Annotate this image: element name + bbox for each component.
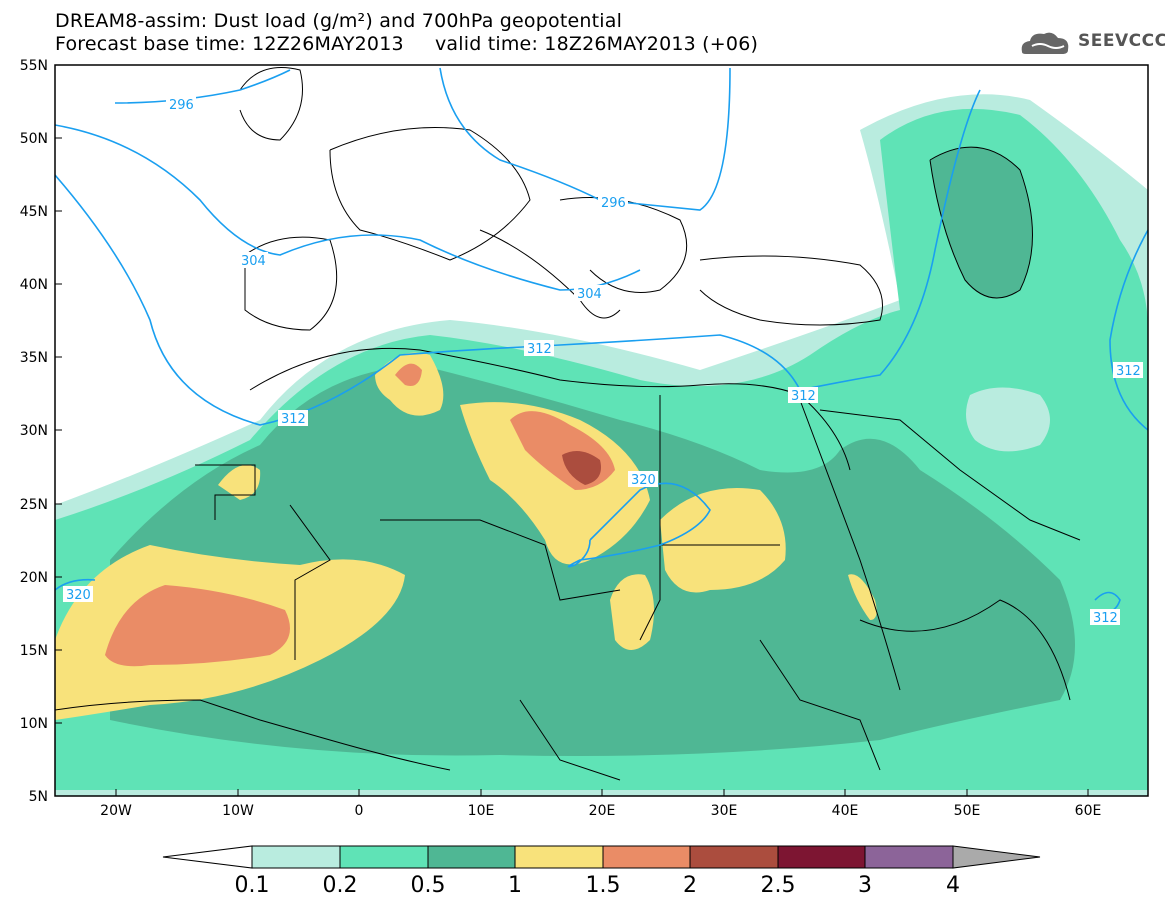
lon-axis: 20W 10W 0 10E 20E 30E 40E 50E 60E [100, 789, 1101, 819]
colorbar-segment [602, 845, 691, 869]
lon-tick-label: 40E [832, 803, 859, 819]
dust-band-1-libya [460, 402, 650, 565]
logo-text: SEEVCCC [1078, 31, 1165, 51]
dust-fields: 296 296 304 304 312 312 312 312 312 320 … [55, 65, 1148, 796]
colorbar-label: 2.5 [761, 873, 796, 898]
lat-tick-label: 15N [20, 643, 48, 659]
contour-label: 320 [66, 588, 91, 603]
lon-tick-label: 0 [355, 803, 364, 819]
lon-tick-label: 30E [711, 803, 738, 819]
cloud-icon [1021, 32, 1069, 54]
colorbar-label: 1.5 [586, 873, 621, 898]
contour-label: 312 [281, 412, 306, 427]
lat-tick-label: 45N [20, 204, 48, 220]
contour-label: 312 [1093, 611, 1118, 626]
colorbar-segment [864, 845, 954, 869]
colorbar-segment [514, 845, 604, 869]
colorbar-label: 2 [683, 873, 697, 898]
colorbar-segment [689, 845, 779, 869]
lon-tick-label: 20E [589, 803, 616, 819]
contour-label-group: 296 296 304 304 312 312 312 312 312 320 … [63, 96, 1143, 626]
colorbar-label: 0.2 [323, 873, 358, 898]
dust-band-1-canary [218, 465, 261, 500]
dust-band-0.5 [110, 365, 1075, 756]
lat-tick-label: 30N [20, 423, 48, 439]
colorbar-arrow-left [162, 845, 253, 869]
colorbar-arrow-right [952, 845, 1041, 869]
lat-axis: 55N 50N 45N 40N 35N 30N 25N 20N 15N 10N … [20, 58, 62, 805]
contour-label: 312 [527, 342, 552, 357]
contour-label: 320 [631, 473, 656, 488]
colorbar-segment [339, 845, 429, 869]
dust-band-1.5-west [105, 585, 290, 667]
colorbar-label: 0.1 [235, 873, 270, 898]
lat-tick-label: 10N [20, 716, 48, 732]
dust-band-1-redsea [848, 574, 877, 620]
map-subtitle: Forecast base time: 12Z26MAY2013 valid t… [55, 33, 759, 55]
dust-band-1-chad [610, 574, 654, 650]
lat-tick-label: 5N [29, 789, 48, 805]
dust-band-0.1-iran [966, 387, 1050, 452]
lon-tick-label: 20W [100, 803, 132, 819]
lon-tick-label: 10W [222, 803, 254, 819]
dust-band-1.5-morocco [395, 363, 422, 386]
contour-label: 304 [241, 254, 266, 269]
colorbar-segment [777, 845, 866, 869]
lat-tick-label: 40N [20, 277, 48, 293]
colorbar-label: 0.5 [411, 873, 446, 898]
contour-label: 296 [169, 98, 194, 113]
lon-tick-label: 50E [954, 803, 981, 819]
dust-band-1-sudan [660, 488, 786, 593]
dust-band-2-libya [562, 451, 601, 485]
lat-tick-label: 55N [20, 58, 48, 74]
lat-tick-label: 20N [20, 570, 48, 586]
colorbar: 0.1 0.2 0.5 1 1.5 2 2.5 3 4 [162, 845, 1041, 898]
colorbar-label: 3 [858, 873, 872, 898]
contour-label: 312 [1116, 364, 1141, 379]
contour-label: 304 [577, 287, 602, 302]
dust-band-0.5-caspian [930, 147, 1033, 298]
colorbar-segment [427, 845, 516, 869]
lon-tick-label: 60E [1075, 803, 1102, 819]
contour-label: 296 [601, 196, 626, 211]
colorbar-label: 4 [946, 873, 960, 898]
contour-label: 312 [791, 389, 816, 404]
colorbar-segment [251, 845, 341, 869]
lat-tick-label: 50N [20, 131, 48, 147]
lat-tick-label: 35N [20, 350, 48, 366]
colorbar-label: 1 [508, 873, 522, 898]
lat-tick-label: 25N [20, 497, 48, 513]
map-title: DREAM8-assim: Dust load (g/m²) and 700hP… [55, 10, 623, 32]
lon-tick-label: 10E [468, 803, 495, 819]
